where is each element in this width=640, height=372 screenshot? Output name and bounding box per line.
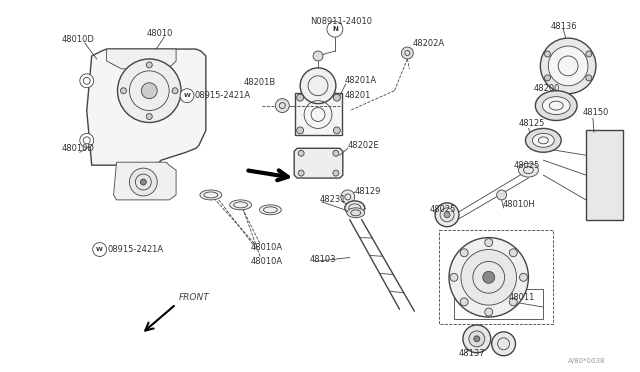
Text: 08915-2421A: 08915-2421A	[108, 245, 164, 254]
Text: 48201B: 48201B	[244, 78, 276, 87]
Circle shape	[300, 68, 336, 104]
Circle shape	[147, 62, 152, 68]
Circle shape	[333, 127, 340, 134]
Text: 48200: 48200	[533, 84, 560, 93]
Circle shape	[548, 46, 588, 86]
Circle shape	[140, 179, 147, 185]
Text: 48010D: 48010D	[62, 35, 95, 44]
Text: 48137: 48137	[459, 349, 486, 358]
Circle shape	[509, 249, 517, 257]
Circle shape	[333, 170, 339, 176]
Circle shape	[93, 243, 107, 256]
Text: N08911-24010: N08911-24010	[310, 17, 372, 26]
Circle shape	[460, 298, 468, 306]
Circle shape	[483, 271, 495, 283]
Ellipse shape	[259, 205, 282, 215]
Text: 48129: 48129	[355, 187, 381, 196]
Text: 48010A: 48010A	[250, 257, 283, 266]
Circle shape	[545, 75, 550, 81]
Text: 48202E: 48202E	[348, 141, 380, 150]
Circle shape	[313, 51, 323, 61]
Circle shape	[484, 238, 493, 247]
Text: 48150: 48150	[583, 108, 609, 117]
Circle shape	[509, 298, 517, 306]
Polygon shape	[294, 148, 343, 178]
Circle shape	[341, 190, 355, 204]
Polygon shape	[87, 49, 206, 165]
Text: 48011: 48011	[509, 293, 535, 302]
Circle shape	[118, 59, 181, 122]
Text: 48125: 48125	[518, 119, 545, 128]
Text: 48201A: 48201A	[345, 76, 377, 85]
Text: 48136: 48136	[550, 22, 577, 31]
Text: 48025: 48025	[429, 205, 456, 214]
Ellipse shape	[200, 190, 221, 200]
Text: 48010D: 48010D	[62, 144, 95, 153]
Circle shape	[444, 212, 450, 218]
Circle shape	[298, 170, 304, 176]
Circle shape	[275, 99, 289, 113]
Polygon shape	[113, 162, 176, 200]
Circle shape	[540, 38, 596, 94]
Text: 48103: 48103	[310, 255, 337, 264]
Ellipse shape	[542, 97, 570, 115]
Text: A/80*0038: A/80*0038	[568, 358, 605, 364]
Circle shape	[298, 150, 304, 156]
Text: 08915-2421A: 08915-2421A	[195, 91, 251, 100]
Polygon shape	[454, 289, 543, 319]
Polygon shape	[295, 93, 342, 135]
Circle shape	[435, 203, 459, 227]
Text: FRONT: FRONT	[179, 293, 210, 302]
Circle shape	[333, 150, 339, 156]
Circle shape	[120, 88, 127, 94]
Circle shape	[129, 168, 157, 196]
Circle shape	[327, 21, 343, 37]
Circle shape	[147, 113, 152, 119]
Circle shape	[461, 250, 516, 305]
Circle shape	[586, 75, 592, 81]
Circle shape	[141, 83, 157, 99]
Text: 48010H: 48010H	[502, 201, 536, 209]
Polygon shape	[586, 131, 623, 220]
Text: 48202A: 48202A	[412, 39, 444, 48]
Text: 48231: 48231	[320, 195, 346, 204]
Circle shape	[586, 51, 592, 57]
Circle shape	[545, 51, 550, 57]
Circle shape	[297, 94, 303, 101]
Polygon shape	[107, 49, 176, 69]
Text: W: W	[96, 247, 103, 252]
Circle shape	[449, 238, 529, 317]
Text: W: W	[184, 93, 191, 98]
Circle shape	[474, 336, 480, 342]
Circle shape	[469, 331, 484, 347]
Ellipse shape	[518, 163, 538, 177]
Circle shape	[180, 89, 194, 103]
Text: 48025: 48025	[513, 161, 540, 170]
Circle shape	[520, 273, 527, 281]
Circle shape	[333, 94, 340, 101]
Text: N: N	[332, 26, 338, 32]
Circle shape	[80, 74, 93, 88]
Ellipse shape	[532, 134, 554, 147]
Circle shape	[460, 249, 468, 257]
Ellipse shape	[347, 208, 365, 218]
Ellipse shape	[525, 128, 561, 152]
Circle shape	[497, 190, 507, 200]
Circle shape	[463, 325, 491, 353]
Text: 48010A: 48010A	[250, 243, 283, 252]
Circle shape	[450, 273, 458, 281]
Circle shape	[172, 88, 178, 94]
Text: 48010: 48010	[147, 29, 173, 38]
Circle shape	[484, 308, 493, 316]
Circle shape	[401, 47, 413, 59]
Circle shape	[80, 134, 93, 147]
Ellipse shape	[230, 200, 252, 210]
Text: 48201: 48201	[345, 91, 371, 100]
Ellipse shape	[536, 91, 577, 121]
Ellipse shape	[345, 201, 365, 215]
Circle shape	[297, 127, 303, 134]
Circle shape	[492, 332, 516, 356]
